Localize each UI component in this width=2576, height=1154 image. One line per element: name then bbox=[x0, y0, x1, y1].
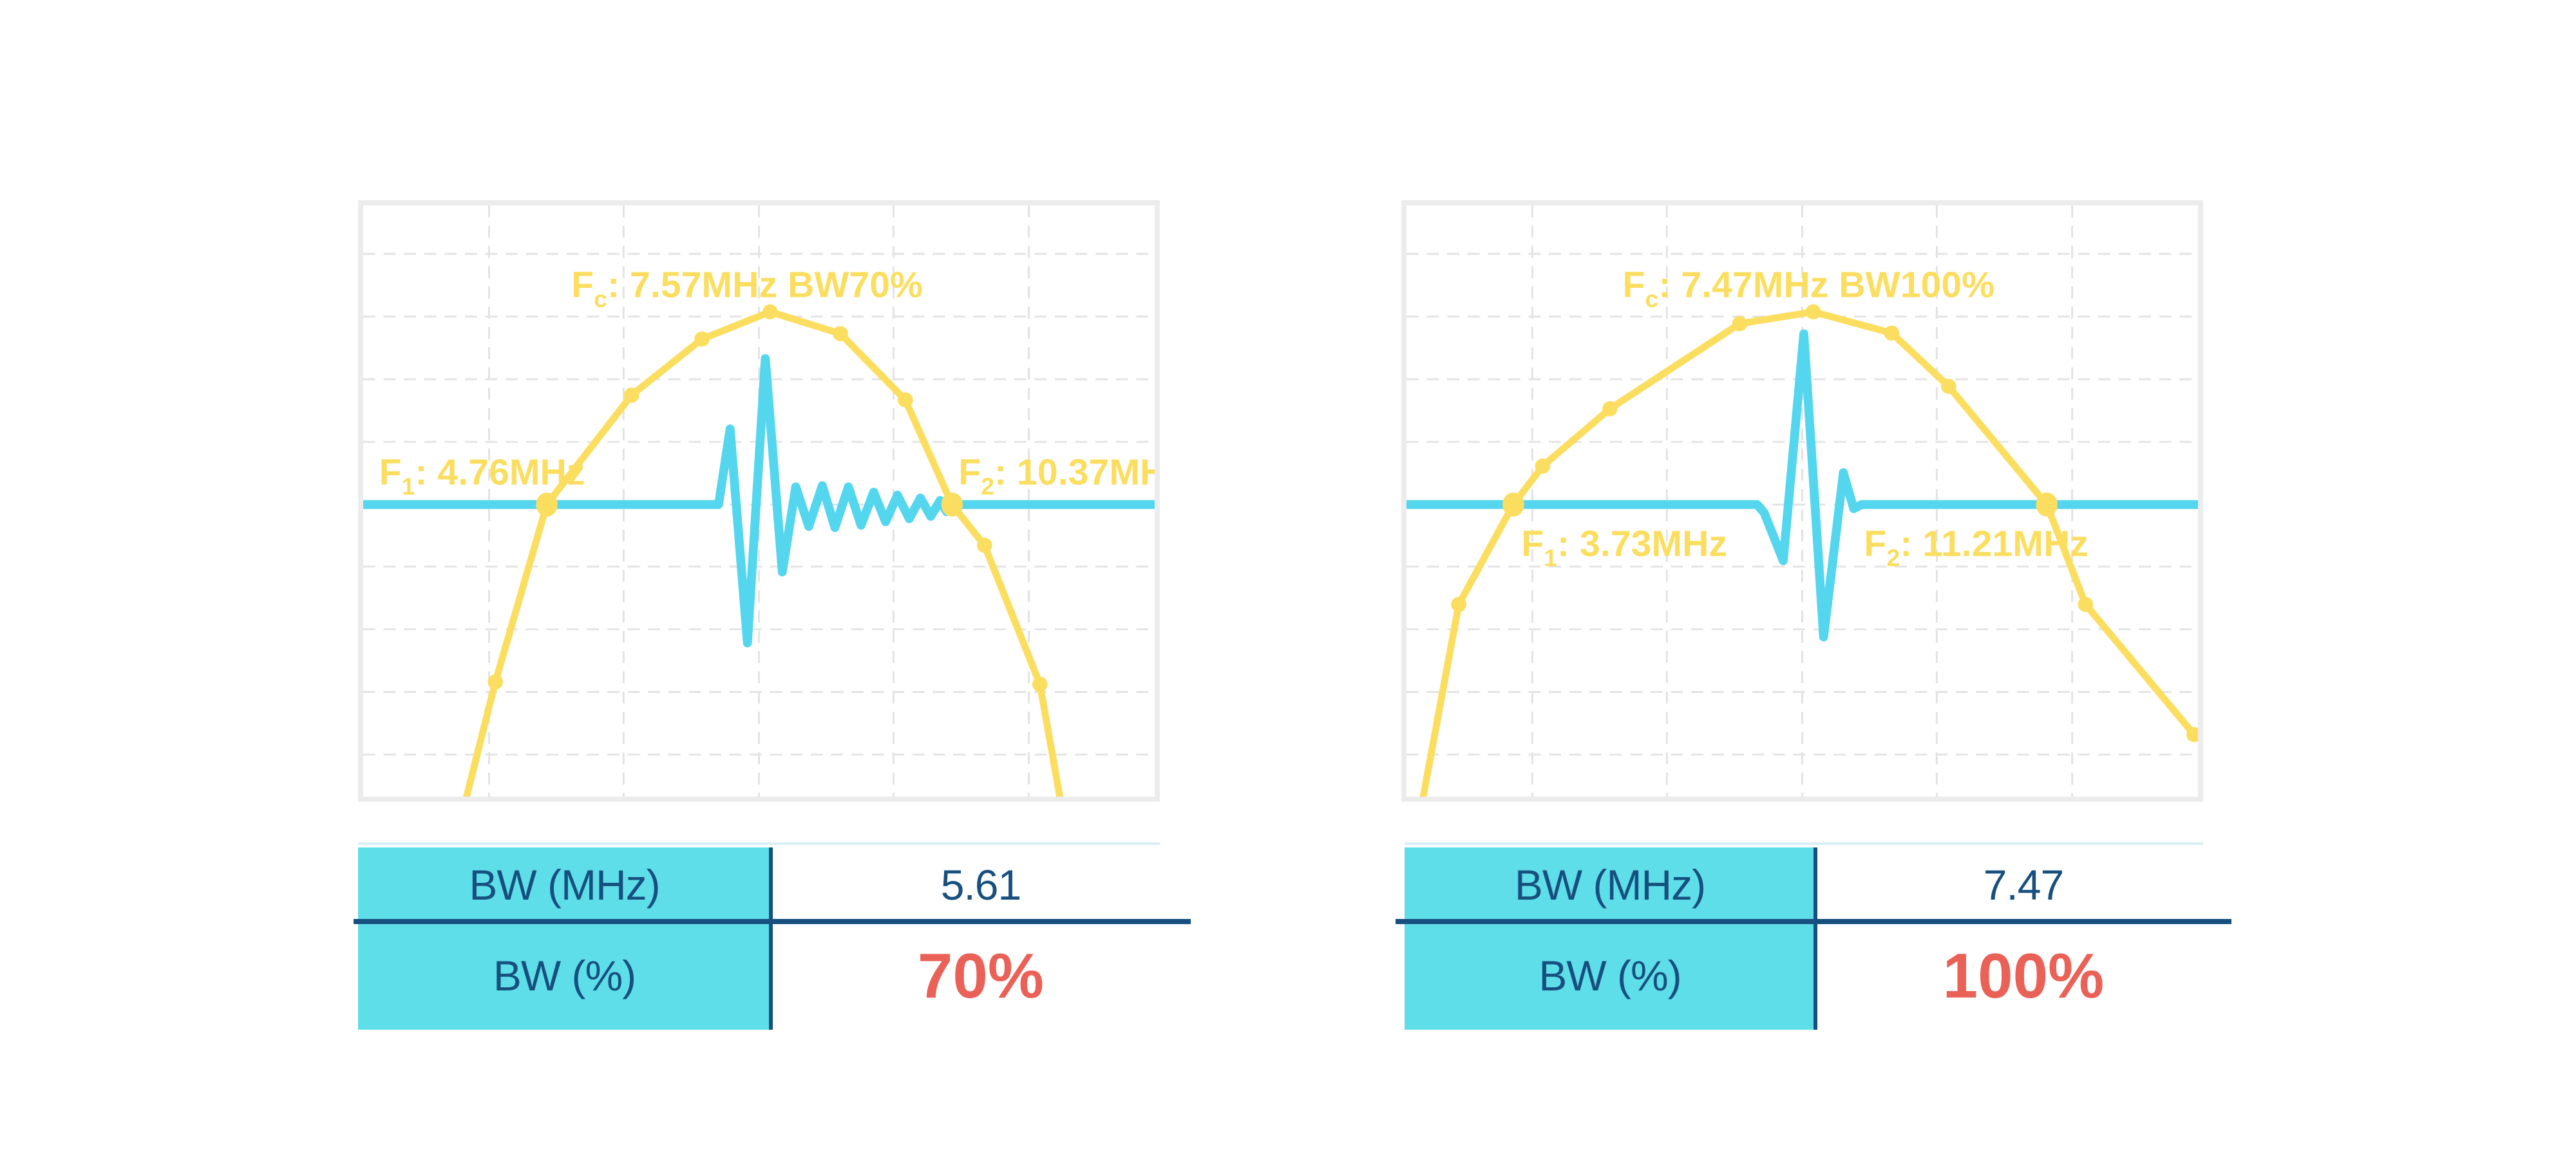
table-value-bw-mhz: 7.47 bbox=[1983, 860, 2064, 909]
f2-annotation: F2: 10.37MHz bbox=[958, 451, 1155, 500]
table-top-divider bbox=[358, 842, 1160, 845]
table-value-bw-percent: 100% bbox=[1942, 940, 2105, 1011]
f1-annotation: F1: 3.73MHz bbox=[1521, 523, 1727, 571]
fc-annotation: Fc: 7.47MHz BW100% bbox=[1623, 264, 1995, 312]
data-point-marker bbox=[762, 304, 778, 320]
table-column-divider bbox=[1814, 847, 1817, 1030]
bandwidth-chart-70: Fc: 7.57MHz BW70% F1: 4.76MHz F2: 10.37MHz bbox=[363, 205, 1155, 797]
table-label-bw-mhz: BW (MHz) bbox=[469, 860, 660, 909]
pulse-waveform bbox=[363, 354, 1155, 648]
data-point-marker bbox=[1602, 401, 1618, 417]
pulse-waveform bbox=[1406, 329, 2198, 642]
table-label-bw-mhz: BW (MHz) bbox=[1514, 860, 1706, 909]
results-table-bw100: BW (MHz) 7.47 BW (%) 100% bbox=[1396, 842, 2231, 1030]
data-point-marker bbox=[1451, 596, 1466, 612]
data-point-marker bbox=[1805, 304, 1821, 320]
data-point-marker bbox=[1732, 316, 1748, 332]
bandwidth-edge-marker bbox=[1502, 492, 1524, 517]
chart-panel-bw100: Fc: 7.47MHz BW100% F1: 3.73MHz F2: 11.21MH… bbox=[1401, 200, 2203, 802]
table-label-bw-percent: BW (%) bbox=[493, 952, 636, 999]
bandwidth-edge-marker bbox=[2036, 492, 2058, 517]
data-point-marker bbox=[976, 538, 992, 553]
f2-annotation: F2: 11.21MHz bbox=[1864, 523, 2088, 571]
spectrum-curve bbox=[1419, 308, 2198, 797]
data-point-marker bbox=[1941, 379, 1956, 394]
data-point-marker bbox=[623, 387, 639, 403]
data-point-marker bbox=[1535, 459, 1551, 474]
table-label-column bbox=[1405, 847, 1815, 1030]
f1-annotation: F1: 4.76MHz bbox=[379, 451, 585, 500]
table-value-bw-percent: 70% bbox=[917, 940, 1045, 1011]
table-column-divider bbox=[769, 847, 773, 1030]
fc-annotation: Fc: 7.57MHz BW70% bbox=[571, 264, 923, 312]
bandwidth-edge-marker bbox=[536, 492, 558, 517]
data-point-marker bbox=[694, 331, 710, 347]
results-table-bw70: BW (MHz) 5.61 BW (%) 70% bbox=[354, 842, 1191, 1030]
data-point-marker bbox=[2078, 596, 2094, 612]
bandwidth-chart-100: Fc: 7.47MHz BW100% F1: 3.73MHz F2: 11.21MH… bbox=[1406, 205, 2198, 797]
data-point-marker bbox=[1884, 325, 1900, 341]
table-top-divider bbox=[1405, 842, 2203, 845]
table-label-column bbox=[358, 847, 771, 1030]
spectrum-curve bbox=[462, 308, 1064, 797]
data-point-marker bbox=[1032, 676, 1048, 692]
table-value-bw-mhz: 5.61 bbox=[940, 860, 1021, 909]
table-label-bw-percent: BW (%) bbox=[1539, 952, 1681, 999]
data-point-marker bbox=[898, 392, 913, 408]
data-point-marker bbox=[833, 326, 848, 342]
data-point-marker bbox=[2186, 726, 2198, 743]
bandwidth-edge-marker bbox=[941, 492, 963, 517]
chart-panel-bw70: Fc: 7.57MHz BW70% F1: 4.76MHz F2: 10.37MHz bbox=[358, 200, 1160, 802]
data-point-marker bbox=[488, 674, 504, 690]
